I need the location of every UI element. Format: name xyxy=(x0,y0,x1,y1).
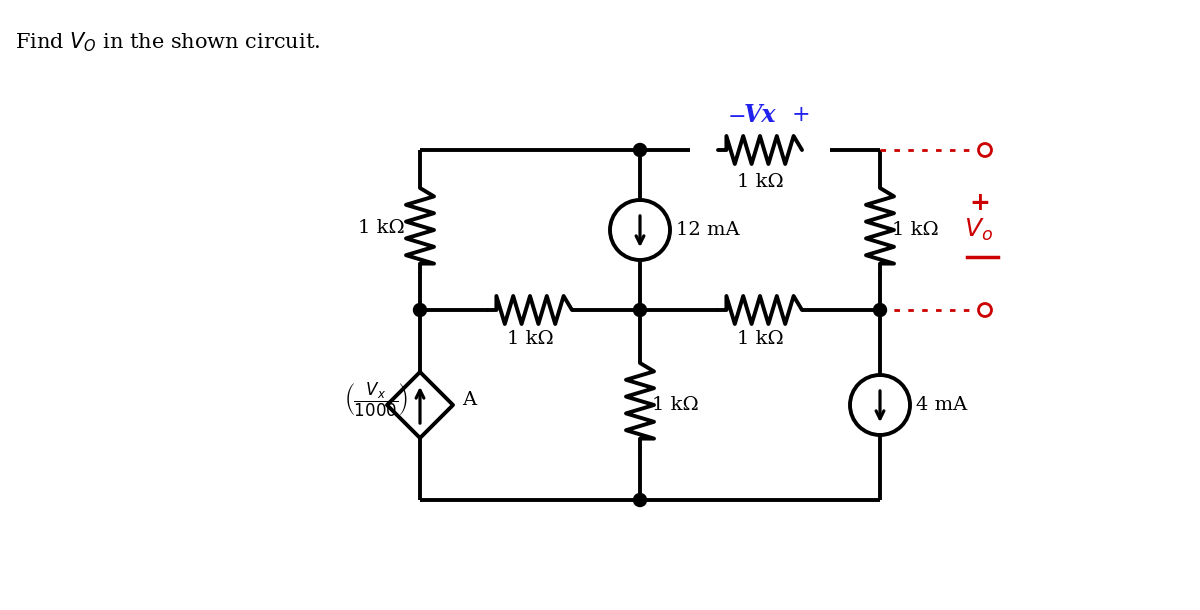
Circle shape xyxy=(634,304,647,317)
Text: Find $V_O$ in the shown circuit.: Find $V_O$ in the shown circuit. xyxy=(14,30,320,54)
Text: $V_o$: $V_o$ xyxy=(964,217,994,243)
Text: 1 kΩ: 1 kΩ xyxy=(737,173,784,191)
Text: 1 kΩ: 1 kΩ xyxy=(506,330,553,348)
Text: 1 kΩ: 1 kΩ xyxy=(652,396,698,414)
Text: $-$: $-$ xyxy=(727,104,745,126)
Text: 1 kΩ: 1 kΩ xyxy=(359,219,406,237)
Text: 1 kΩ: 1 kΩ xyxy=(737,330,784,348)
Text: Vx: Vx xyxy=(744,103,776,127)
Text: +: + xyxy=(792,104,811,126)
Circle shape xyxy=(874,304,887,317)
Circle shape xyxy=(634,493,647,506)
Text: A: A xyxy=(462,391,476,409)
Circle shape xyxy=(414,304,426,317)
Circle shape xyxy=(634,143,647,157)
Text: +: + xyxy=(970,191,990,215)
Text: 12 mA: 12 mA xyxy=(676,221,739,239)
Text: 4 mA: 4 mA xyxy=(916,396,967,414)
Text: $\left(\dfrac{V_x}{1000}\right)$: $\left(\dfrac{V_x}{1000}\right)$ xyxy=(344,381,408,419)
Text: 1 kΩ: 1 kΩ xyxy=(892,221,938,239)
